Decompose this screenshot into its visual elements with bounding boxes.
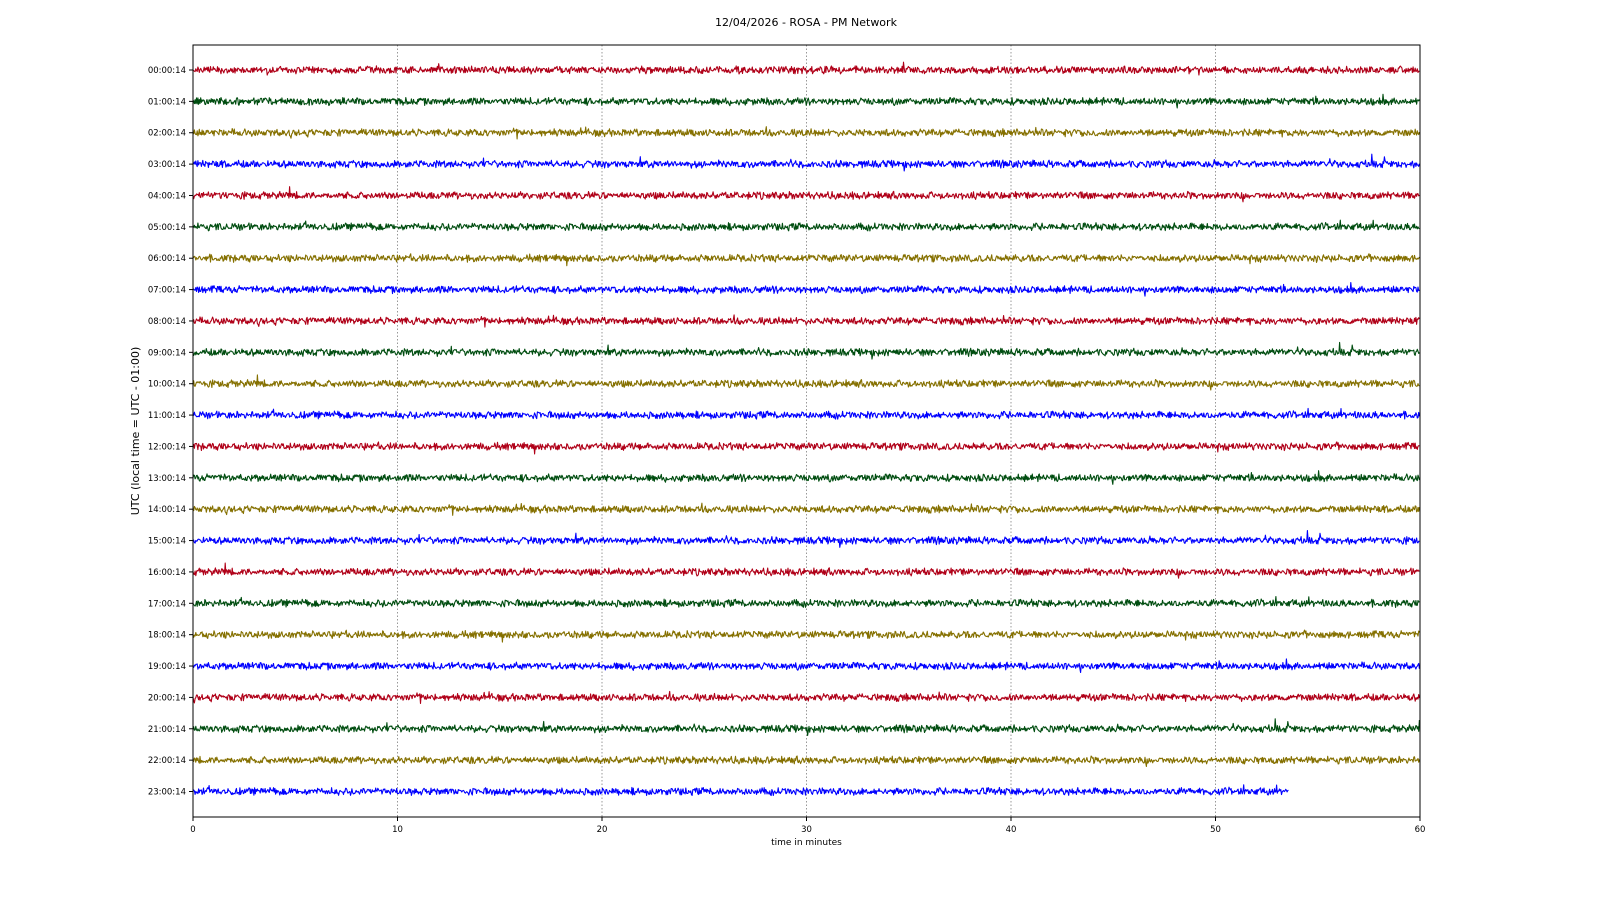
y-tick-label: 05:00:14 [148, 223, 186, 233]
x-tick-label: 0 [190, 825, 195, 835]
x-axis-label: time in minutes [771, 838, 842, 848]
y-tick-label: 21:00:14 [148, 725, 186, 735]
x-tick-label: 20 [597, 825, 608, 835]
y-tick-label: 10:00:14 [148, 380, 186, 390]
trace-13-00-14 [192, 470, 1420, 485]
y-axis-ticks: 00:00:14 01:00:14 02:00:14 03:00:14 04:00:14… [148, 66, 193, 798]
trace-16-00-14 [192, 562, 1420, 579]
trace-09-00-14 [192, 341, 1420, 360]
trace-19-00-14 [192, 658, 1420, 674]
y-tick-label: 20:00:14 [148, 693, 186, 703]
y-tick-label: 14:00:14 [148, 505, 186, 515]
y-tick-label: 07:00:14 [148, 286, 186, 296]
trace-06-00-14 [192, 253, 1420, 267]
trace-01-00-14 [192, 93, 1420, 109]
trace-03-00-14 [192, 153, 1420, 172]
trace-07-00-14 [192, 281, 1420, 297]
trace-00-00-14 [192, 61, 1420, 76]
y-tick-label: 23:00:14 [148, 788, 186, 798]
trace-14-00-14 [192, 502, 1420, 516]
y-tick-label: 01:00:14 [148, 97, 186, 107]
y-tick-label: 17:00:14 [148, 599, 186, 609]
trace-21-00-14 [192, 718, 1420, 737]
y-tick-label: 18:00:14 [148, 631, 186, 641]
y-tick-label: 16:00:14 [148, 568, 186, 578]
y-tick-label: 12:00:14 [148, 442, 186, 452]
y-tick-label: 11:00:14 [148, 411, 186, 421]
x-tick-label: 50 [1210, 825, 1221, 835]
x-tick-label: 10 [392, 825, 403, 835]
x-tick-label: 40 [1006, 825, 1017, 835]
y-tick-label: 19:00:14 [148, 662, 186, 672]
trace-15-00-14 [192, 530, 1420, 548]
trace-22-00-14 [192, 755, 1420, 768]
trace-17-00-14 [192, 596, 1420, 608]
grid-lines [397, 45, 1216, 817]
y-tick-label: 09:00:14 [148, 348, 186, 358]
trace-23-00-14 [192, 784, 1289, 797]
y-tick-label: 22:00:14 [148, 756, 186, 766]
trace-18-00-14 [192, 629, 1420, 643]
x-tick-label: 30 [801, 825, 812, 835]
trace-20-00-14 [192, 690, 1420, 705]
seismic-traces [192, 61, 1420, 797]
y-tick-label: 02:00:14 [148, 129, 186, 139]
y-tick-label: 04:00:14 [148, 191, 186, 201]
y-axis-label: UTC (local time = UTC - 01:00) [129, 347, 142, 516]
trace-08-00-14 [192, 314, 1420, 328]
y-tick-label: 15:00:14 [148, 537, 186, 547]
y-tick-label: 08:00:14 [148, 317, 186, 327]
x-axis-ticks: 0 10 20 30 40 50 60 [190, 817, 1425, 835]
trace-04-00-14 [192, 186, 1420, 203]
x-tick-label: 60 [1415, 825, 1426, 835]
y-tick-label: 00:00:14 [148, 66, 186, 76]
trace-02-00-14 [192, 126, 1420, 140]
trace-05-00-14 [192, 219, 1420, 232]
trace-12-00-14 [192, 441, 1420, 455]
trace-10-00-14 [192, 374, 1420, 391]
trace-11-00-14 [192, 407, 1420, 420]
y-tick-label: 06:00:14 [148, 254, 186, 264]
y-tick-label: 03:00:14 [148, 160, 186, 170]
y-tick-label: 13:00:14 [148, 474, 186, 484]
chart-title: 12/04/2026 - ROSA - PM Network [715, 16, 898, 29]
